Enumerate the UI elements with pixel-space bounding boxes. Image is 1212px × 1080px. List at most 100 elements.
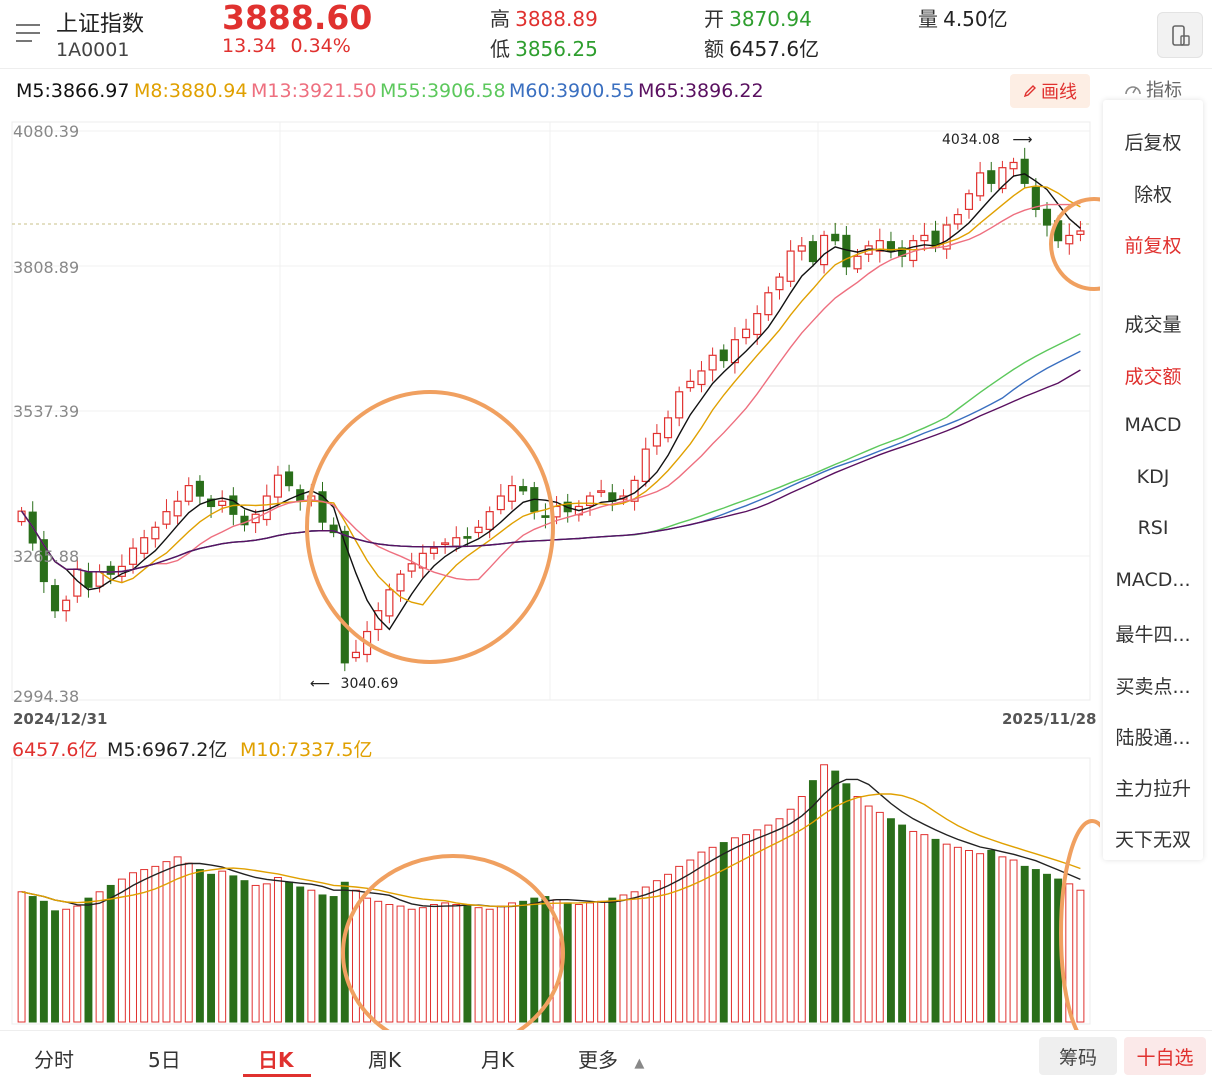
menu-icon[interactable] bbox=[16, 20, 42, 46]
tab-5day[interactable]: 5日 bbox=[148, 1048, 181, 1072]
volume-bar bbox=[641, 886, 650, 1023]
draw-line-button[interactable]: 画线 bbox=[1010, 74, 1090, 108]
volume-bar bbox=[251, 884, 260, 1023]
sidebar-item-macd-ext[interactable]: MACD... bbox=[1115, 569, 1191, 591]
candle-body bbox=[786, 250, 795, 282]
volume-bar bbox=[820, 764, 829, 1023]
volume-bar bbox=[129, 872, 137, 1023]
candle-body bbox=[507, 485, 517, 502]
sidebar-item-ex-rights[interactable]: 除权 bbox=[1133, 184, 1172, 206]
candle-body bbox=[831, 233, 840, 242]
candle-body bbox=[853, 255, 862, 270]
annotation-circle-price-mid bbox=[305, 390, 555, 664]
sidebar-item-peerless[interactable]: 天下无双 bbox=[1114, 829, 1191, 851]
candle-body bbox=[452, 537, 461, 547]
candle-body bbox=[775, 276, 784, 291]
candle-body bbox=[1065, 234, 1074, 245]
sidebar-item-main-force[interactable]: 主力拉升 bbox=[1114, 778, 1191, 800]
candle-body bbox=[206, 498, 216, 508]
indicator-button[interactable]: 指标 bbox=[1124, 76, 1182, 102]
volume-bar bbox=[697, 851, 706, 1023]
kline-chart[interactable] bbox=[0, 0, 1100, 1030]
volume-bar bbox=[363, 897, 372, 1023]
candle-body bbox=[1076, 230, 1085, 235]
chip-distribution-button[interactable]: 筹码 bbox=[1039, 1037, 1117, 1075]
volume-bar bbox=[875, 811, 884, 1023]
volume-bar bbox=[898, 824, 907, 1023]
volume-bar bbox=[1020, 865, 1029, 1023]
sidebar-item-volume[interactable]: 成交量 bbox=[1124, 314, 1182, 336]
candle-body bbox=[385, 589, 394, 617]
volume-bar bbox=[686, 859, 695, 1023]
tab-more[interactable]: 更多 ▲ bbox=[578, 1044, 644, 1073]
candle-body bbox=[597, 490, 606, 493]
sidebar-item-forward-adjust[interactable]: 前复权 bbox=[1124, 235, 1182, 257]
tab-monthly-k[interactable]: 月K bbox=[481, 1048, 515, 1072]
volume-bar bbox=[886, 818, 895, 1023]
volume-bar bbox=[987, 850, 996, 1023]
ma-legend-m13: M13:3921.50 bbox=[251, 80, 377, 102]
volume-bar bbox=[285, 881, 294, 1023]
candle-body bbox=[808, 241, 817, 263]
volume-bar bbox=[485, 908, 494, 1023]
tab-intraday[interactable]: 分时 bbox=[34, 1048, 74, 1072]
tab-daily-k[interactable]: 日K bbox=[258, 1048, 294, 1072]
header-divider bbox=[0, 68, 1212, 69]
volume-bar bbox=[965, 850, 973, 1023]
candle-body bbox=[719, 349, 728, 362]
add-favorite-button[interactable]: 十自选 bbox=[1124, 1037, 1206, 1075]
arrow-left-icon: ⟵ bbox=[310, 676, 331, 692]
sidebar-item-macd[interactable]: MACD bbox=[1124, 414, 1182, 436]
tab-weekly-k[interactable]: 周K bbox=[368, 1048, 402, 1072]
volume-bar bbox=[441, 902, 450, 1023]
ma-legend-m60: M60:3900.55 bbox=[509, 80, 635, 102]
volume-bar bbox=[117, 878, 126, 1023]
indicator-label: 指标 bbox=[1146, 80, 1182, 101]
volume-bar bbox=[842, 783, 851, 1023]
sidebar-item-buy-sell-points[interactable]: 买卖点... bbox=[1115, 676, 1191, 698]
volume-bar bbox=[664, 873, 672, 1023]
volume-bar bbox=[407, 908, 416, 1023]
volume-bar bbox=[95, 891, 104, 1023]
candle-body bbox=[764, 292, 773, 316]
sidebar-item-turnover[interactable]: 成交额 bbox=[1124, 366, 1182, 388]
volume-bar bbox=[140, 869, 149, 1023]
volume-legend-m5: M5:6967.2亿 bbox=[107, 739, 228, 761]
sidebar-item-best-four[interactable]: 最牛四... bbox=[1115, 624, 1191, 646]
sidebar-item-kdj[interactable]: KDJ bbox=[1136, 466, 1170, 488]
candle-body bbox=[741, 328, 751, 339]
volume-bar bbox=[84, 897, 93, 1023]
gauge-icon bbox=[1125, 86, 1141, 95]
bottom-tab-bar bbox=[0, 1030, 1212, 1080]
volume-bar bbox=[17, 891, 26, 1023]
sidebar-item-stock-connect[interactable]: 陆股通... bbox=[1115, 727, 1191, 749]
volume-bar bbox=[296, 886, 305, 1023]
volume-bar bbox=[563, 902, 572, 1023]
volume-bar bbox=[742, 834, 751, 1023]
candle-body bbox=[898, 247, 907, 257]
ma-legend-m8: M8:3880.94 bbox=[134, 80, 248, 102]
volume-bar bbox=[273, 877, 282, 1023]
volume-bar bbox=[530, 897, 539, 1023]
sidebar-item-rsi[interactable]: RSI bbox=[1137, 517, 1169, 539]
candle-body bbox=[340, 530, 349, 664]
landscape-toggle-button[interactable] bbox=[1157, 12, 1203, 58]
candle-body bbox=[195, 480, 204, 497]
sidebar-item-back-adjust[interactable]: 后复权 bbox=[1124, 132, 1182, 154]
y-tick-4: 3265.88 bbox=[13, 547, 80, 566]
change-value: 13.34 bbox=[222, 35, 277, 57]
volume-bar bbox=[385, 903, 394, 1023]
volume-bar bbox=[541, 896, 550, 1023]
volume-bar bbox=[953, 846, 962, 1023]
volume-bar bbox=[262, 883, 271, 1023]
volume-legend-current: 6457.6亿 bbox=[12, 739, 98, 761]
volume-bar bbox=[463, 905, 472, 1023]
candle-body bbox=[39, 539, 48, 583]
candle-body bbox=[953, 213, 962, 225]
volume-bar bbox=[396, 905, 405, 1023]
ma-legend-m65: M65:3896.22 bbox=[638, 80, 764, 102]
stat-open: 开 3870.94 bbox=[704, 3, 812, 32]
annotation-circle-volume-right bbox=[1059, 819, 1100, 1030]
volume-bar bbox=[853, 796, 862, 1023]
candle-body bbox=[485, 511, 494, 530]
